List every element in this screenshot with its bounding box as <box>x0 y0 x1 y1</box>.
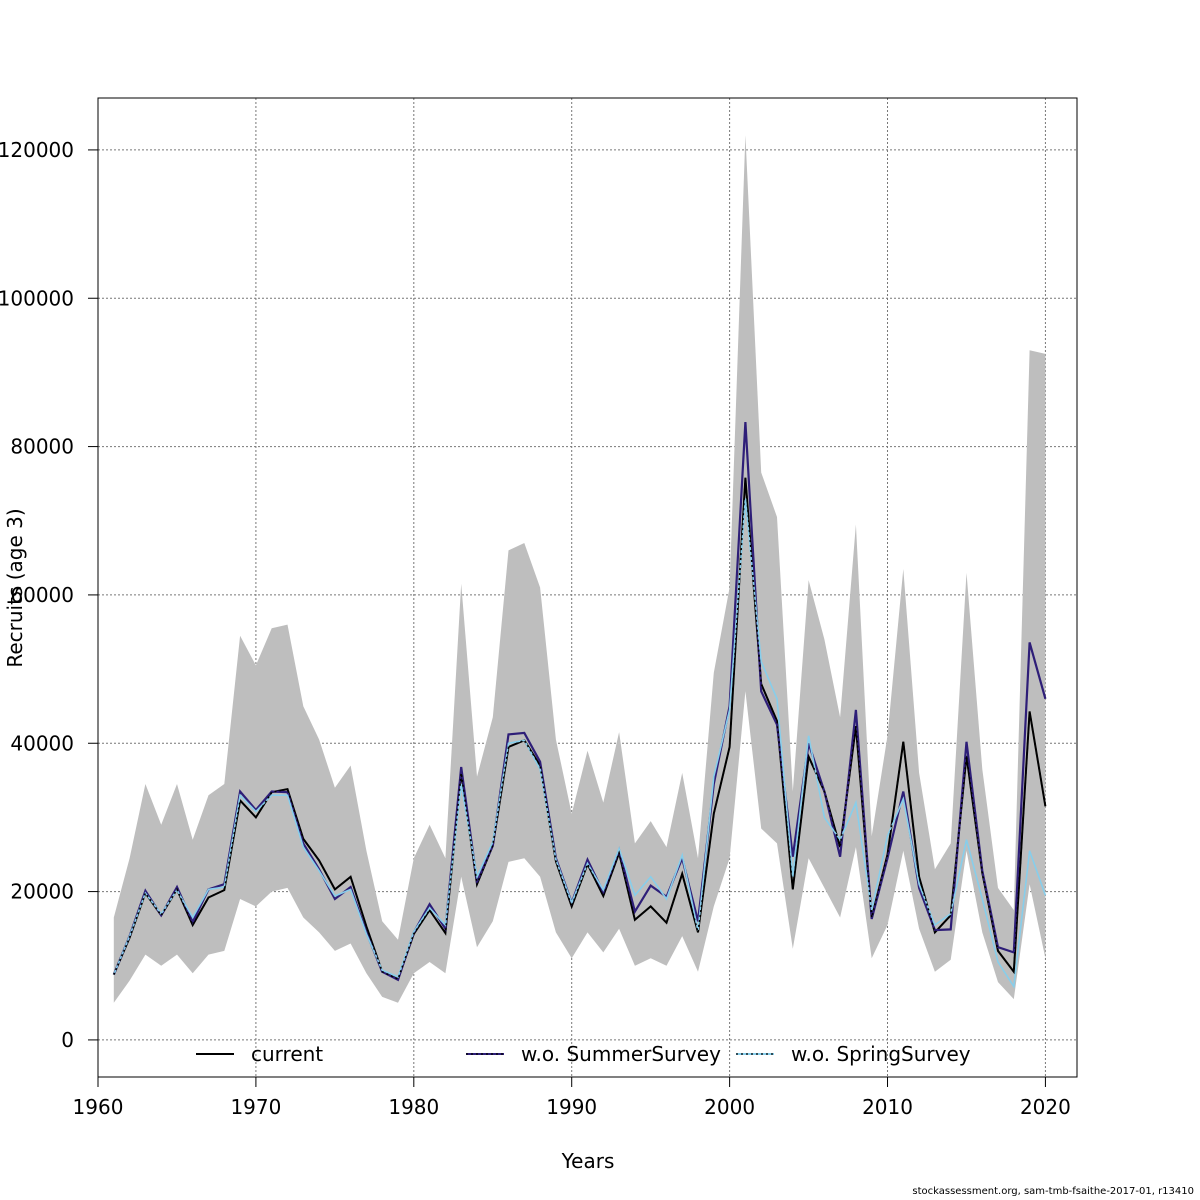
x-tick-label: 2000 <box>704 1095 755 1119</box>
credit-text: stockassessment.org, sam-tmb-fsaithe-201… <box>912 1186 1194 1197</box>
x-tick-label: 2010 <box>862 1095 913 1119</box>
y-tick-label: 80000 <box>10 435 74 459</box>
x-tick-label: 1990 <box>546 1095 597 1119</box>
confidence-band <box>113 135 1046 1003</box>
x-tick-label: 1960 <box>73 1095 124 1119</box>
legend-label-spring: w.o. SpringSurvey <box>791 1042 971 1066</box>
y-axis: 0 20000 40000 60000 80000 100000 120000 <box>0 138 98 1052</box>
x-tick-label: 1980 <box>388 1095 439 1119</box>
grid-lines <box>97 98 1077 1077</box>
plot-frame <box>97 97 1078 1078</box>
x-axis: 1960 1970 1980 1990 2000 2010 2020 <box>73 1077 1071 1119</box>
y-tick-label: 20000 <box>10 880 74 904</box>
y-tick-label: 120000 <box>0 138 74 162</box>
y-tick-label: 60000 <box>10 583 74 607</box>
y-tick-label: 0 <box>61 1028 74 1052</box>
y-axis-title: Recruits (age 3) <box>3 508 27 667</box>
x-tick-label: 2020 <box>1020 1095 1071 1119</box>
series-line-current-dotted <box>113 477 1047 981</box>
legend: current w.o. SummerSurvey w.o. SpringSur… <box>196 1042 971 1066</box>
series-line-spring <box>113 498 1047 989</box>
legend-label-current: current <box>251 1042 323 1066</box>
x-axis-title: Years <box>561 1149 615 1173</box>
y-tick-label: 40000 <box>10 731 74 755</box>
series-lines <box>112 422 1047 989</box>
legend-label-summer: w.o. SummerSurvey <box>521 1042 721 1066</box>
y-tick-label: 100000 <box>0 286 74 310</box>
x-tick-label: 1970 <box>230 1095 281 1119</box>
